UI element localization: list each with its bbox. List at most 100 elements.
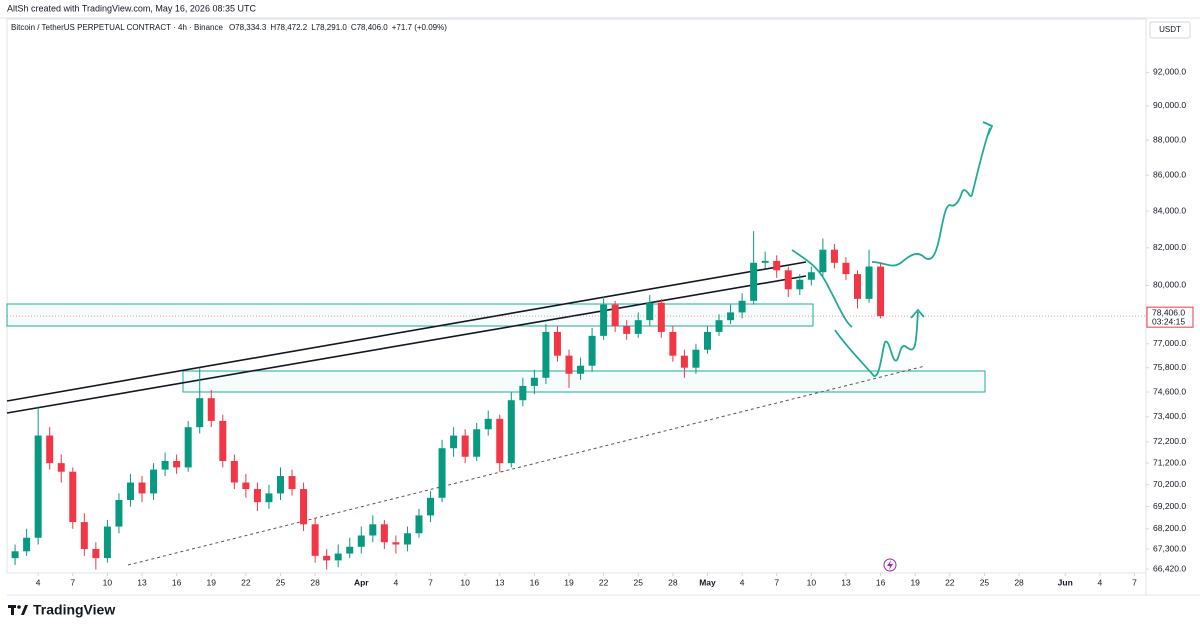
y-tick-label: 77,000.0 bbox=[1153, 338, 1186, 348]
candle-body bbox=[750, 262, 758, 301]
candle-body bbox=[865, 266, 873, 299]
candle-body bbox=[288, 476, 296, 490]
candle-body bbox=[830, 249, 838, 263]
candle-body bbox=[323, 555, 331, 561]
y-tick-label: 66,420.0 bbox=[1153, 563, 1186, 573]
candle-body bbox=[230, 461, 238, 483]
candle-body bbox=[173, 461, 181, 468]
x-tick-label: 19 bbox=[910, 577, 920, 587]
candle-body bbox=[761, 260, 769, 263]
x-tick-label: 19 bbox=[207, 577, 217, 587]
candle-body bbox=[715, 320, 723, 332]
candle-body bbox=[484, 418, 492, 430]
candle-body bbox=[738, 300, 746, 313]
candle-body bbox=[392, 542, 400, 545]
candle-body bbox=[646, 302, 654, 321]
candle-body bbox=[473, 429, 481, 457]
drawings bbox=[6, 121, 994, 566]
x-tick-label: 28 bbox=[668, 577, 678, 587]
candle-body bbox=[415, 515, 423, 534]
candle-body bbox=[565, 355, 573, 374]
x-tick-label: 4 bbox=[394, 577, 399, 587]
candle-body bbox=[507, 400, 515, 464]
ohlc-value: O78,334.3 bbox=[229, 23, 267, 32]
candle-body bbox=[276, 476, 284, 494]
candle-body bbox=[853, 274, 861, 299]
candle-body bbox=[427, 497, 435, 516]
y-tick-label: 80,000.0 bbox=[1153, 280, 1186, 290]
x-tick-label: 19 bbox=[564, 577, 574, 587]
x-tick-label: 7 bbox=[1132, 577, 1137, 587]
candle-body bbox=[519, 385, 527, 401]
ohlc-value: L78,291.0 bbox=[311, 23, 347, 32]
zone-rect bbox=[6, 303, 814, 327]
y-tick-label: 71,200.0 bbox=[1153, 457, 1186, 467]
candle-body bbox=[773, 260, 781, 271]
candle-body bbox=[369, 524, 377, 536]
x-tick-label: 4 bbox=[1097, 577, 1102, 587]
candle-body bbox=[842, 262, 850, 275]
x-tick-label: 25 bbox=[276, 577, 286, 587]
x-tick-label: 13 bbox=[841, 577, 851, 587]
candle-body bbox=[680, 355, 688, 368]
logo-shape bbox=[21, 605, 28, 615]
y-tick-label: 86,000.0 bbox=[1153, 169, 1186, 179]
candle-body bbox=[807, 272, 815, 280]
candle-body bbox=[577, 365, 585, 374]
last-price-tag bbox=[1146, 306, 1194, 328]
arrow-head bbox=[982, 121, 994, 136]
candle-body bbox=[357, 535, 365, 547]
candle-body bbox=[103, 526, 111, 559]
x-tick-label: 13 bbox=[137, 577, 147, 587]
y-tick-label: 74,600.0 bbox=[1153, 386, 1186, 396]
x-tick-label: 25 bbox=[634, 577, 644, 587]
time-axis: 4 7 10 13 16 19 22 25 28 Apr 4 7 10 13 16 19 22 25 28 May 4 7… bbox=[36, 573, 1137, 587]
candle-body bbox=[265, 493, 273, 503]
candle-body bbox=[657, 302, 665, 332]
y-tick-label: 72,200.0 bbox=[1153, 436, 1186, 446]
projection-path bbox=[834, 311, 919, 377]
candle-body bbox=[450, 435, 458, 449]
candles bbox=[11, 231, 885, 570]
x-tick-label: 25 bbox=[980, 577, 990, 587]
candle-body bbox=[161, 461, 169, 470]
x-tick-label: Apr bbox=[354, 577, 369, 587]
candle-body bbox=[703, 331, 711, 350]
countdown: 03:24:15 bbox=[1152, 316, 1185, 326]
ohlc-value: +71.7 (+0.09%) bbox=[392, 23, 447, 32]
y-tick-label: 70,200.0 bbox=[1153, 479, 1186, 489]
candle-body bbox=[150, 469, 158, 494]
candle-body bbox=[184, 427, 192, 468]
candle-body bbox=[57, 463, 65, 472]
logo-shape bbox=[11, 605, 14, 615]
trend-line bbox=[6, 275, 807, 414]
x-tick-label: 16 bbox=[530, 577, 540, 587]
trend-line bbox=[6, 261, 807, 402]
candle-body bbox=[69, 471, 77, 523]
candle-body bbox=[380, 524, 388, 543]
logo-shape bbox=[17, 605, 21, 609]
zone-rect bbox=[182, 370, 986, 393]
candle-body bbox=[46, 435, 54, 464]
candle-body bbox=[311, 524, 319, 556]
x-tick-label: May bbox=[699, 577, 716, 587]
x-tick-label: 4 bbox=[740, 577, 745, 587]
x-tick-label: 7 bbox=[428, 577, 433, 587]
currency-box[interactable] bbox=[1149, 21, 1191, 39]
candle-body bbox=[242, 482, 250, 490]
candle-body bbox=[126, 482, 134, 500]
candle-body bbox=[34, 435, 42, 538]
candle-body bbox=[611, 304, 619, 327]
y-tick-label: 90,000.0 bbox=[1153, 100, 1186, 110]
x-tick-label: 10 bbox=[460, 577, 470, 587]
brand-logo bbox=[8, 605, 28, 615]
candle-body bbox=[784, 270, 792, 290]
candle-body bbox=[403, 533, 411, 545]
candle-body bbox=[115, 499, 123, 527]
projection-path bbox=[871, 127, 991, 267]
arrow-head bbox=[910, 308, 925, 319]
symbol: Bitcoin / TetherUS PERPETUAL CONTRACT · … bbox=[11, 23, 223, 32]
